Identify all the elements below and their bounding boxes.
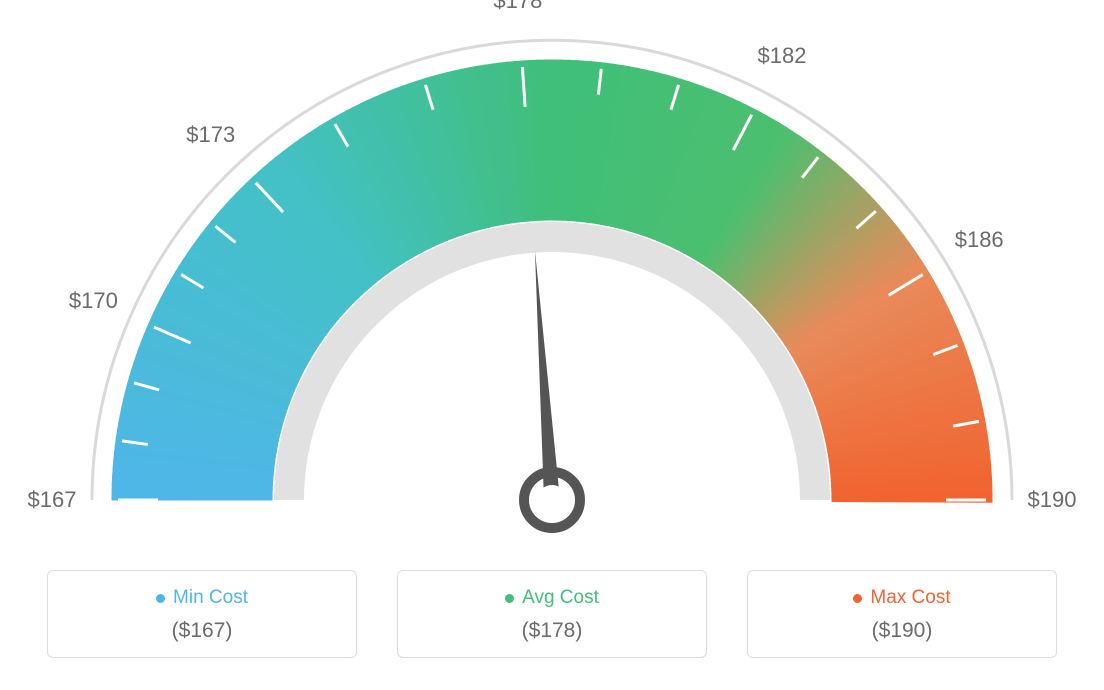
legend-card: Avg Cost ($178) [397,570,707,658]
legend-dot-icon [505,594,514,603]
gauge-tick-label: $167 [28,487,77,513]
legend-card: Min Cost ($167) [47,570,357,658]
legend-title-text: Avg Cost [522,587,599,609]
gauge-tick-label: $178 [493,0,542,14]
legend-title-text: Max Cost [870,587,950,609]
gauge-tick-label: $173 [186,122,235,148]
legend-card: Max Cost ($190) [747,570,1057,658]
gauge-chart: $167 $170 $173 $178 $182 $186 $190 [0,0,1104,560]
gauge-tick-label: $186 [955,227,1004,253]
legend-value: ($167) [48,619,356,643]
gauge-needle [535,251,560,501]
gauge-tick-label: $190 [1028,487,1077,513]
legend-dot-icon [156,594,165,603]
gauge-hub-inner [537,485,567,515]
legend-value: ($178) [398,619,706,643]
legend-row: Min Cost ($167) Avg Cost ($178) Max Cost ($19… [0,570,1104,658]
gauge-svg [0,0,1104,560]
legend-title: Max Cost [853,587,950,609]
legend-title-text: Min Cost [173,587,248,609]
legend-value: ($190) [748,619,1056,643]
legend-title: Min Cost [156,587,248,609]
gauge-tick-label: $170 [69,288,118,314]
legend-dot-icon [853,594,862,603]
gauge-tick-label: $182 [758,43,807,69]
legend-title: Avg Cost [505,587,599,609]
